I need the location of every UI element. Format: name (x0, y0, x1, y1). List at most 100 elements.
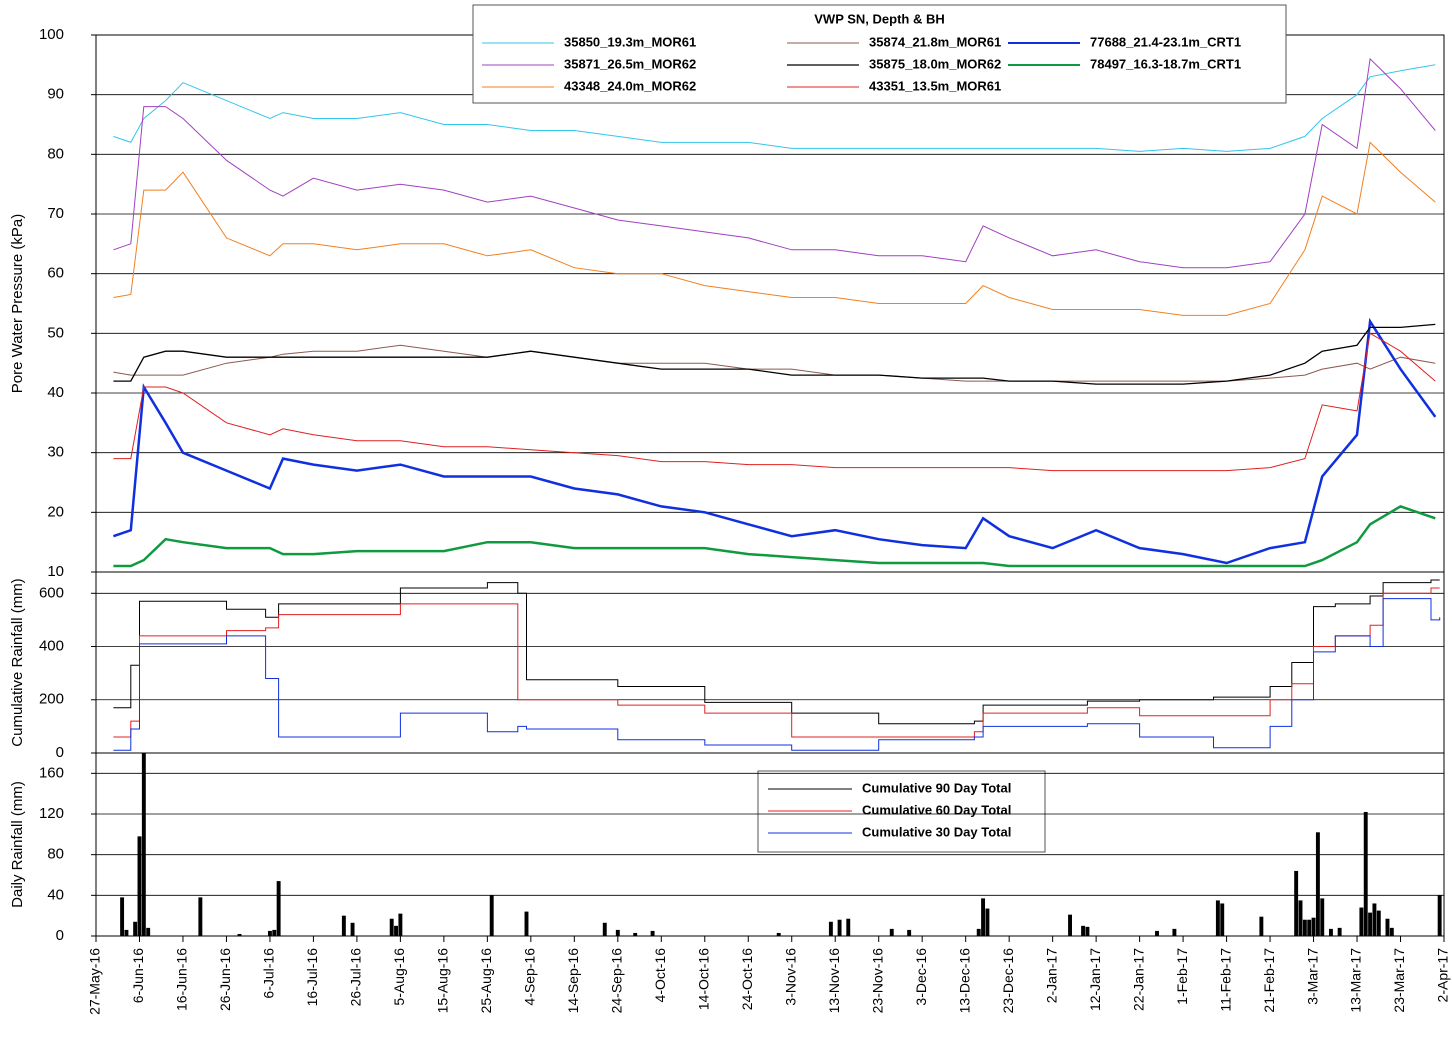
bar (489, 895, 494, 936)
series-step (113, 598, 1441, 751)
bar (615, 929, 620, 936)
y-tick-label: 600 (39, 584, 64, 601)
series-line (113, 323, 1436, 385)
legend: VWP SN, Depth & BH 35850_19.3m_MOR61 35874… (472, 4, 1287, 104)
x-tick-label: 21-Feb-17 (1261, 948, 1277, 1013)
bar (1337, 927, 1342, 936)
y-tick-label: 30 (47, 444, 64, 461)
legend: Cumulative 90 Day Total Cumulative 60 Day… (757, 770, 1046, 853)
bar (1311, 917, 1316, 936)
y-tick-label: 0 (56, 927, 64, 944)
x-tick-label: 27-May-16 (87, 948, 103, 1015)
x-tick-label: 14-Sep-16 (565, 948, 581, 1014)
y-tick-label: 70 (47, 205, 64, 222)
bar (1259, 916, 1264, 936)
y-tick-label: 200 (39, 691, 64, 708)
legend-label: Cumulative 60 Day Total (862, 802, 1011, 817)
bar (985, 908, 990, 936)
legend-label: 35874_21.8m_MOR61 (869, 34, 1001, 49)
bar (1359, 907, 1364, 936)
y-tick-label: 60 (47, 265, 64, 282)
y-tick-label: 20 (47, 503, 64, 520)
bar (1068, 914, 1072, 936)
x-tick-label: 4-Oct-16 (652, 948, 668, 1003)
bar (1085, 926, 1090, 936)
bar (1302, 919, 1307, 936)
bar (1372, 903, 1377, 936)
y-tick-label: 100 (39, 26, 64, 43)
legend-label: 78497_16.3-18.7m_CRT1 (1090, 56, 1241, 71)
bar (350, 922, 355, 936)
series-line (113, 141, 1436, 316)
y-tick-label: 80 (47, 145, 64, 162)
y-tick-label: 50 (47, 324, 64, 341)
x-tick-label: 24-Sep-16 (609, 948, 625, 1014)
series-step (113, 587, 1440, 738)
y-tick-label: 10 (47, 563, 64, 580)
x-tick-label: 6-Jul-16 (261, 948, 277, 999)
y-tick-label: 400 (39, 637, 64, 654)
bar (272, 929, 277, 936)
legend-title: VWP SN, Depth & BH (814, 11, 945, 26)
x-tick-label: 4-Sep-16 (522, 948, 538, 1006)
x-tick-label: 23-Mar-17 (1391, 948, 1407, 1013)
series-line (113, 57, 1436, 269)
x-tick-label: 25-Aug-16 (478, 948, 494, 1014)
plot-frame (95, 571, 1445, 754)
x-tick-label: 15-Aug-16 (435, 948, 451, 1014)
legend-label: 43351_13.5m_MOR61 (869, 78, 1001, 93)
bar (133, 921, 138, 936)
legend-label: Cumulative 30 Day Total (862, 824, 1011, 839)
bar (237, 933, 242, 936)
bar (1315, 832, 1320, 936)
bar (341, 915, 346, 936)
x-tick-label: 1-Feb-17 (1174, 948, 1190, 1005)
legend-label: 77688_21.4-23.1m_CRT1 (1090, 34, 1241, 49)
legend-box (472, 4, 1287, 104)
bar (141, 753, 146, 936)
x-tick-label: 6-Jun-16 (130, 948, 146, 1003)
series-line (113, 505, 1436, 568)
bar (124, 929, 129, 936)
x-tick-label: 13-Dec-16 (956, 948, 972, 1014)
bar (650, 930, 655, 936)
x-tick-label: 11-Feb-17 (1217, 948, 1233, 1012)
bar (1389, 927, 1394, 936)
series-line (113, 332, 1436, 472)
bar (1363, 811, 1368, 936)
x-tick-label: 3-Dec-16 (913, 948, 929, 1006)
y-tick-label: 0 (56, 744, 64, 761)
bar (976, 928, 981, 936)
bar (389, 918, 394, 936)
bar (889, 928, 894, 936)
bar (1220, 903, 1225, 936)
bar (1328, 928, 1333, 936)
bar (837, 919, 842, 936)
legend-label: 35850_19.3m_MOR61 (564, 34, 696, 49)
y-axis-label: Pore Water Pressure (kPa) (9, 214, 26, 394)
bar (907, 929, 912, 936)
bar (1376, 910, 1381, 936)
series-line (113, 64, 1436, 152)
x-tick-label: 16-Jun-16 (174, 948, 190, 1011)
bar (1155, 930, 1159, 936)
bar (1081, 925, 1086, 936)
y-tick-label: 160 (39, 764, 64, 781)
bar (1437, 895, 1442, 936)
series-line (113, 344, 1436, 382)
y-tick-label: 40 (47, 886, 64, 903)
bar (633, 932, 638, 936)
legend-label: Cumulative 90 Day Total (862, 780, 1011, 795)
legend-label: 43348_24.0m_MOR62 (564, 78, 696, 93)
bar (1298, 900, 1303, 936)
x-tick-label: 23-Nov-16 (869, 948, 885, 1014)
x-tick-label: 2-Jan-17 (1043, 948, 1059, 1003)
y-tick-label: 120 (39, 805, 64, 822)
x-tick-label: 26-Jun-16 (217, 948, 233, 1011)
x-tick-label: 26-Jul-16 (348, 948, 364, 1007)
bar (846, 918, 851, 936)
series-line (112, 317, 1437, 565)
x-tick-label: 12-Jan-17 (1087, 948, 1103, 1011)
bar (1215, 900, 1220, 936)
x-tick-label: 16-Jul-16 (304, 948, 320, 1007)
